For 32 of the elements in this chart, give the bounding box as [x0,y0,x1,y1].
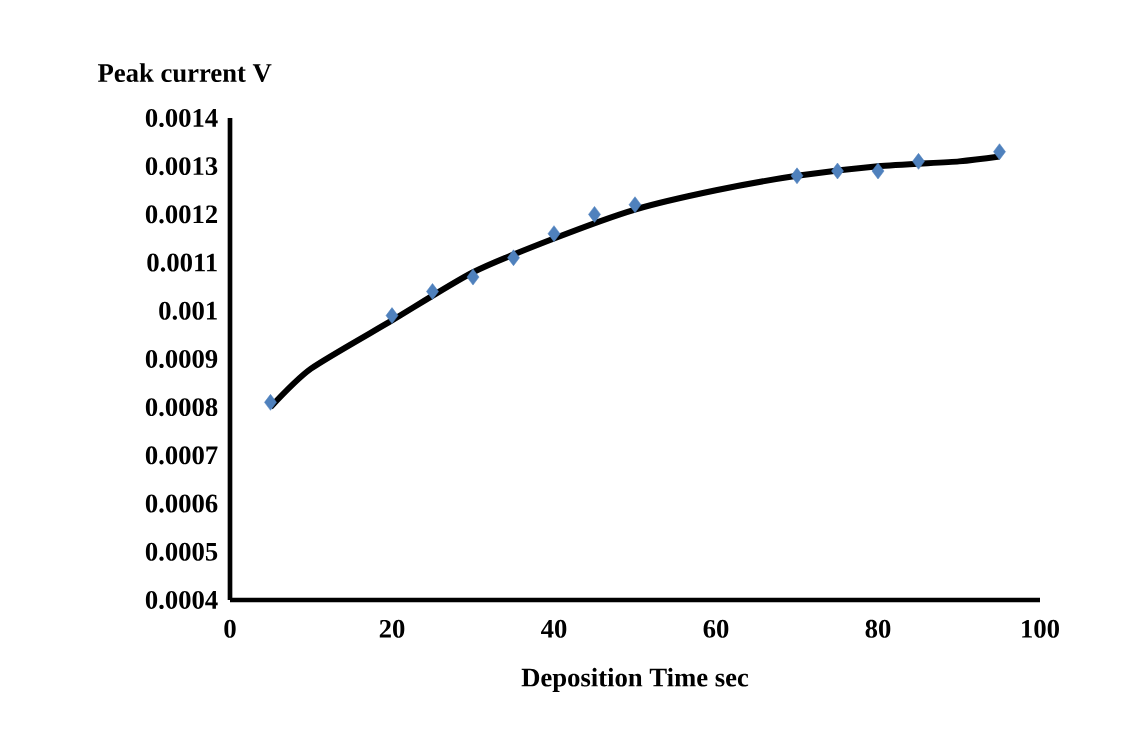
x-tick-label: 40 [541,619,567,638]
y-tick-label: 0.0008 [145,398,218,417]
y-tick-label: 0.0014 [145,108,218,128]
point [466,268,480,286]
point [831,162,844,180]
point [912,153,925,170]
point [547,225,561,242]
y-tick-label: 0.0009 [145,349,218,369]
y-tick-label: 0.0005 [145,542,218,561]
y-tick-label: 0.0013 [145,157,218,176]
x-tick-label: 20 [379,619,405,638]
y-tick-label: 0.0011 [147,253,217,272]
point [385,307,399,324]
x-tick-label: 0 [224,619,236,638]
y-tick-label: 0.0004 [145,590,218,610]
point [507,249,520,267]
point [790,167,804,185]
point [628,196,642,214]
y-tick-label: 0.0006 [145,494,218,513]
point [426,283,439,300]
point [871,162,885,180]
point [588,206,601,223]
x-tick-label: 60 [703,619,729,638]
x-axis-title: Deposition Time sec [521,667,749,692]
y-axis-title: Peak current V [97,63,272,83]
y-tick-label: 0.0007 [145,446,218,465]
point [264,394,277,411]
point [993,143,1006,160]
x-tick-label: 100 [1022,619,1059,638]
y-tick-label: 0.001 [159,301,217,320]
y-tick-label: 0.0012 [145,205,218,224]
x-tick-label: 80 [865,619,891,638]
